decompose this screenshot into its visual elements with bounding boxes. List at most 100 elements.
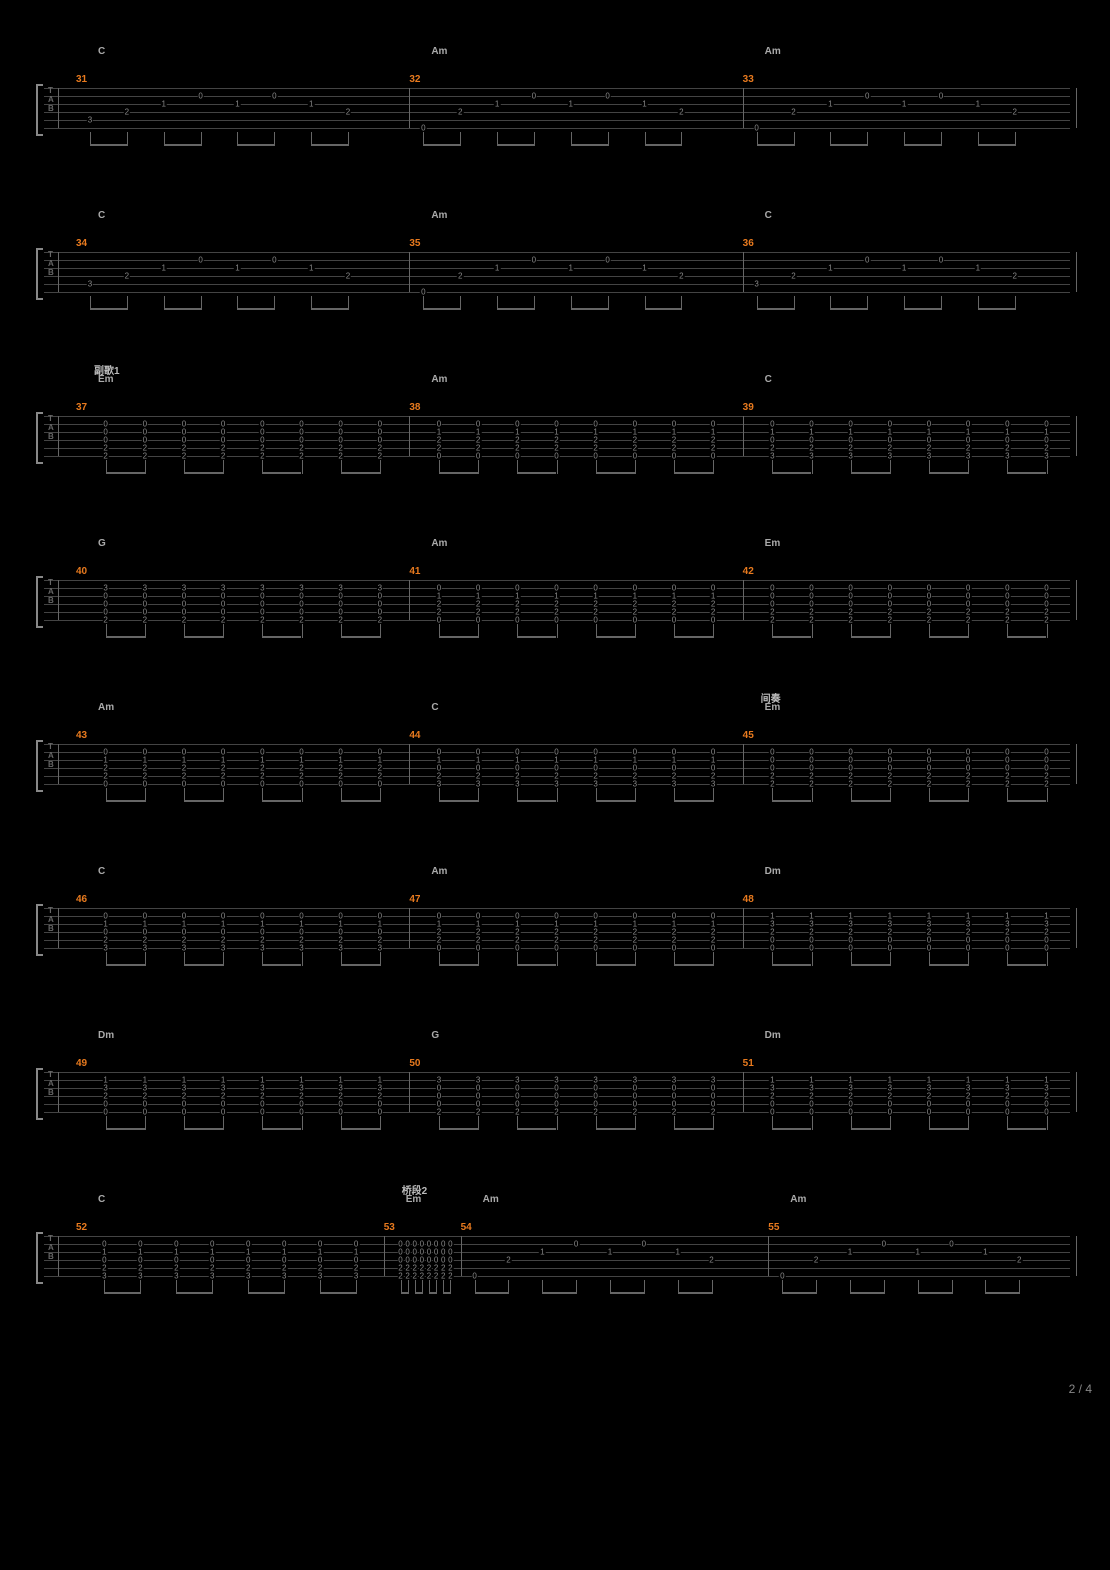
fret-number: 2	[678, 108, 684, 117]
system-bracket	[36, 576, 43, 628]
fret-number: 2	[708, 1256, 714, 1265]
fret-number: 2	[813, 1256, 819, 1265]
fret-number: 0	[271, 92, 277, 101]
fret-number: 0	[197, 256, 203, 265]
tab-clef: T A B	[48, 578, 54, 605]
barline	[58, 252, 59, 292]
fret-number: 0	[864, 92, 870, 101]
barline	[409, 1072, 410, 1112]
measure-number: 55	[768, 1222, 779, 1233]
fret-number: 1	[641, 100, 647, 109]
barline	[58, 580, 59, 620]
chord-label: Dm	[765, 866, 781, 877]
measure-number: 53	[384, 1222, 395, 1233]
barline	[743, 416, 744, 456]
chord-label: Dm	[98, 1030, 114, 1041]
fret-number: 1	[975, 264, 981, 273]
tab-system: T A B31C3210101232Am0210101233Am02101012	[30, 40, 1080, 160]
chord-label: C	[98, 866, 105, 877]
beam-group	[44, 1280, 1070, 1302]
fret-number: 1	[539, 1248, 545, 1257]
tab-system: T A B34C3210101235Am0210101236C32101012	[30, 204, 1080, 324]
tab-system: T A B37Em副歌10002200022000220002200022000…	[30, 368, 1080, 488]
fret-number: 1	[641, 264, 647, 273]
measure-number: 32	[409, 74, 420, 85]
system-bracket	[36, 84, 43, 136]
barline	[58, 416, 59, 456]
fret-number: 0	[864, 256, 870, 265]
fret-number: 0	[948, 1240, 954, 1249]
section-label: 桥段2	[402, 1182, 428, 1197]
fret-number: 1	[494, 100, 500, 109]
fret-number: 0	[531, 256, 537, 265]
chord-label: Am	[431, 866, 447, 877]
fret-number: 2	[790, 108, 796, 117]
measure-number: 47	[409, 894, 420, 905]
measure-number: 41	[409, 566, 420, 577]
barline	[1076, 88, 1077, 128]
fret-number: 3	[87, 116, 93, 125]
chord-label: C	[98, 210, 105, 221]
barline	[58, 908, 59, 948]
chord-label: Am	[98, 702, 114, 713]
beam-group	[44, 132, 1070, 154]
fret-number: 0	[938, 256, 944, 265]
tab-system: T A B49Dm1320013200132001320013200132001…	[30, 1024, 1080, 1144]
barline	[409, 416, 410, 456]
barline	[743, 580, 744, 620]
fret-number: 2	[345, 272, 351, 281]
barline	[1076, 908, 1077, 948]
fret-number: 1	[914, 1248, 920, 1257]
barline	[409, 88, 410, 128]
fret-number: 1	[234, 264, 240, 273]
barline	[1076, 580, 1077, 620]
chord-label: C	[98, 1194, 105, 1205]
fret-number: 1	[234, 100, 240, 109]
fret-number: 1	[674, 1248, 680, 1257]
tab-clef: T A B	[48, 86, 54, 113]
tab-system: T A B43Am0122001220012200122001220012200…	[30, 696, 1080, 816]
fret-number: 0	[641, 1240, 647, 1249]
barline	[409, 580, 410, 620]
fret-number: 0	[604, 256, 610, 265]
fret-number: 2	[457, 108, 463, 117]
barline	[768, 1236, 769, 1276]
measure-number: 42	[743, 566, 754, 577]
measure-number: 34	[76, 238, 87, 249]
barline	[58, 88, 59, 128]
barline	[461, 1236, 462, 1276]
section-label: 间奏	[761, 690, 781, 705]
fret-number: 0	[573, 1240, 579, 1249]
chord-label: C	[431, 702, 438, 713]
measure-number: 54	[461, 1222, 472, 1233]
measure-number: 52	[76, 1222, 87, 1233]
tab-clef: T A B	[48, 250, 54, 277]
measure-number: 50	[409, 1058, 420, 1069]
fret-number: 2	[1016, 1256, 1022, 1265]
measure-number: 46	[76, 894, 87, 905]
system-bracket	[36, 1232, 43, 1284]
fret-number: 2	[1011, 272, 1017, 281]
system-bracket	[36, 904, 43, 956]
barline	[58, 1072, 59, 1112]
tab-page: T A B31C3210101232Am0210101233Am02101012…	[0, 0, 1110, 1372]
fret-number: 1	[827, 264, 833, 273]
fret-number: 1	[975, 100, 981, 109]
fret-number: 0	[197, 92, 203, 101]
barline	[743, 744, 744, 784]
barline	[409, 744, 410, 784]
measure-number: 40	[76, 566, 87, 577]
chord-label: Am	[483, 1194, 499, 1205]
barline	[743, 88, 744, 128]
fret-number: 1	[308, 100, 314, 109]
barline	[409, 252, 410, 292]
barline	[743, 1072, 744, 1112]
measure-number: 49	[76, 1058, 87, 1069]
fret-number: 2	[457, 272, 463, 281]
fret-number: 0	[881, 1240, 887, 1249]
barline	[409, 908, 410, 948]
measure-number: 43	[76, 730, 87, 741]
measure-number: 31	[76, 74, 87, 85]
chord-label: Am	[765, 46, 781, 57]
chord-label: Am	[431, 538, 447, 549]
